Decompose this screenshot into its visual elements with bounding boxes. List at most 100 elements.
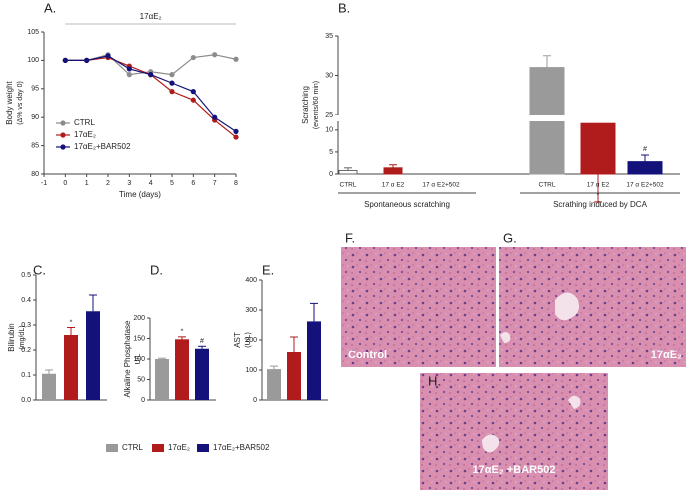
point	[62, 57, 68, 64]
y-tick-label: 300	[245, 307, 257, 314]
point	[233, 56, 239, 62]
legend-swatch	[152, 444, 164, 452]
bar	[86, 311, 100, 400]
legend-label: CTRL	[122, 443, 143, 452]
y-tick-label: 0.1	[21, 372, 31, 379]
y-tick-label: 400	[245, 277, 257, 284]
panel-label: G.	[503, 230, 517, 245]
image-caption: Control	[348, 349, 387, 361]
point	[190, 54, 196, 61]
bar	[338, 169, 358, 175]
group-label: Spontaneous scratching	[364, 200, 450, 209]
y-tick-label: 105	[27, 29, 39, 36]
point	[169, 72, 175, 78]
x-tick-label: 17 α E2	[587, 182, 610, 189]
bar	[267, 369, 281, 400]
legend-swatch	[106, 444, 118, 452]
panel-label: B.	[338, 0, 350, 15]
panel-label: C.	[33, 262, 46, 277]
bar	[195, 348, 209, 400]
histology-g: G. 17αE₂	[499, 230, 686, 367]
y-axis-unit: (events/60 min)	[313, 81, 320, 129]
y-tick-label: 100	[27, 57, 39, 64]
y-tick-label: 85	[31, 142, 39, 149]
y-tick-label: 0	[253, 397, 257, 404]
x-tick-label: 17 α E2+502	[626, 182, 664, 189]
legend-label: 17αE₂	[168, 443, 190, 452]
point	[84, 57, 90, 64]
legend-marker	[60, 120, 66, 126]
image-caption: 17αE₂	[651, 349, 682, 361]
axis-break	[334, 115, 680, 121]
point	[148, 72, 154, 78]
y-axis-unit: (mg/dL)	[19, 325, 26, 349]
y-tick-label: 100	[245, 367, 257, 374]
legend-swatch	[197, 444, 209, 452]
bar	[155, 359, 169, 400]
y-tick-label: 200	[245, 337, 257, 344]
legend-label: 17αE₂+BAR502	[74, 142, 131, 151]
y-tick-label: 0.0	[21, 397, 31, 404]
y-axis-label: AST	[233, 332, 242, 348]
legend-marker	[60, 132, 66, 138]
panel-label: F.	[345, 230, 355, 245]
y-tick-label: 5	[329, 149, 333, 156]
y-tick-label: 25	[325, 112, 333, 119]
histology-f: F. Control	[341, 230, 496, 367]
panel-label: E.	[262, 262, 274, 277]
significance: #	[643, 146, 647, 153]
y-tick-label: 35	[325, 33, 333, 40]
x-tick-label: 5	[170, 180, 174, 187]
y-tick-label: 0.5	[21, 272, 31, 279]
histology-h: H. 17αE₂ +BAR502	[420, 373, 608, 490]
panel-label: D.	[150, 262, 163, 277]
legend-label: 17αE₂	[74, 130, 96, 139]
y-tick-label: 0	[141, 397, 145, 404]
y-tick-label: 200	[133, 315, 145, 322]
y-tick-label: 0.2	[21, 347, 31, 354]
bar	[175, 339, 189, 400]
x-tick-label: 17 α E2	[382, 182, 405, 189]
y-tick-label: 0.4	[21, 297, 31, 304]
y-tick-label: 95	[31, 86, 39, 93]
y-tick-label: 0.3	[21, 322, 31, 329]
legend-label: CTRL	[74, 118, 95, 127]
x-tick-label: -1	[41, 180, 47, 187]
legend-label: 17αE₂+BAR502	[213, 443, 270, 452]
bar	[42, 373, 56, 400]
y-axis-unit: U/L	[135, 353, 142, 364]
significance: *	[70, 319, 73, 326]
significance: #	[200, 338, 204, 345]
bar	[287, 352, 301, 400]
point	[212, 52, 218, 58]
y-tick-label: 10	[325, 127, 333, 134]
y-axis-label: Body weight	[5, 80, 14, 124]
point	[190, 89, 196, 95]
point	[190, 97, 196, 103]
bar	[383, 167, 403, 175]
bar	[627, 161, 663, 175]
y-tick-label: 80	[31, 171, 39, 178]
x-tick-label: 3	[127, 180, 131, 187]
x-tick-label: CTRL	[340, 182, 357, 189]
image-caption: 17αE₂ +BAR502	[473, 464, 556, 476]
bar	[64, 335, 78, 400]
significance: *	[597, 193, 600, 200]
point	[126, 72, 132, 78]
y-axis-label: Bilirubin	[7, 323, 16, 351]
x-tick-label: 1	[85, 180, 89, 187]
group-label: Scrathing induced by DCA	[553, 200, 647, 209]
x-tick-label: CTRL	[539, 182, 556, 189]
point	[233, 134, 239, 140]
point	[212, 114, 218, 120]
point	[169, 89, 175, 95]
y-tick-label: 150	[133, 335, 145, 342]
panel-label: A.	[44, 0, 56, 15]
bar	[307, 321, 321, 400]
y-tick-label: 90	[31, 114, 39, 121]
y-axis-label: Alkaline Phosphatase	[123, 320, 132, 397]
x-tick-label: 2	[106, 180, 110, 187]
x-tick-label: 8	[234, 180, 238, 187]
y-tick-label: 0	[329, 171, 333, 178]
